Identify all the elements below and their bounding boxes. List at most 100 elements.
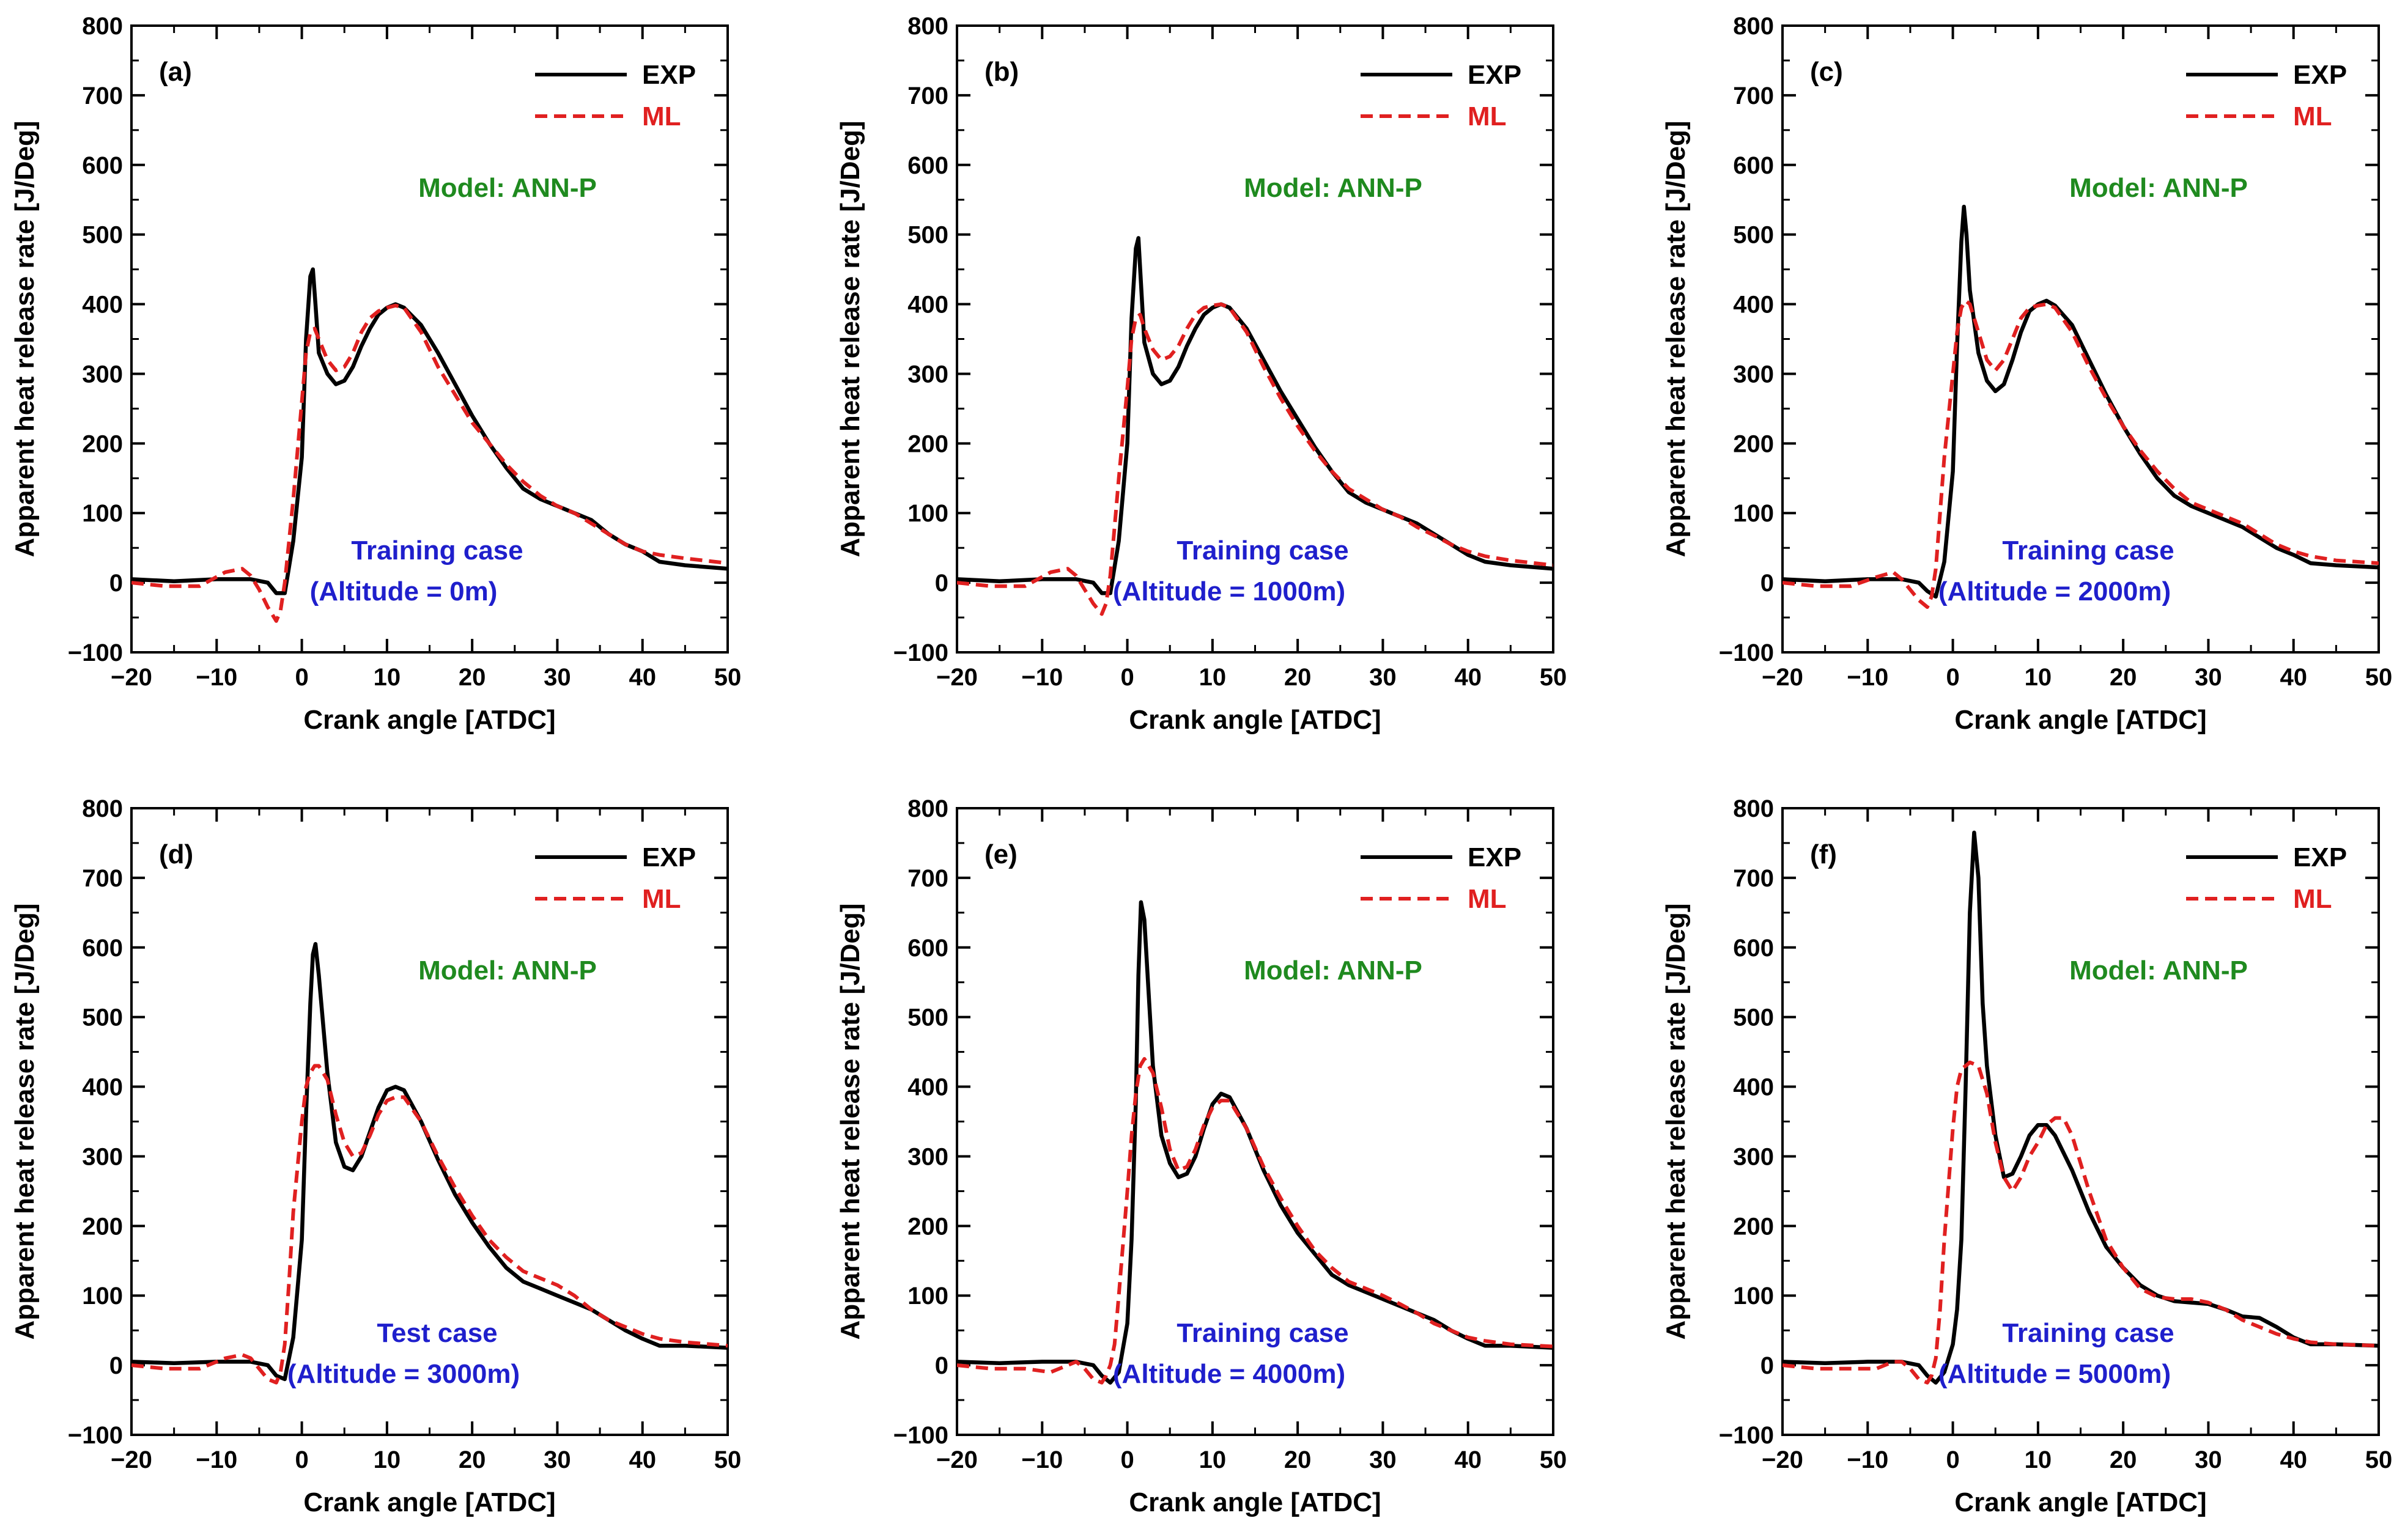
panel-label: (f) — [1810, 839, 1837, 869]
x-tick-label: 30 — [1369, 664, 1397, 691]
y-tick-label: 600 — [82, 152, 123, 179]
x-tick-label: 40 — [1454, 1446, 1482, 1473]
y-tick-label: 700 — [907, 865, 948, 892]
ml-series-line — [1783, 298, 2379, 609]
x-tick-label: 0 — [1120, 1446, 1134, 1473]
y-tick-label: 0 — [109, 1352, 123, 1379]
ml-series-line — [957, 1057, 1553, 1385]
legend-exp-label: EXP — [642, 842, 696, 872]
x-tick-label: 0 — [295, 1446, 308, 1473]
x-tick-label: −10 — [196, 664, 237, 691]
y-tick-label: 300 — [1733, 1143, 1774, 1170]
y-tick-label: 800 — [1733, 795, 1774, 822]
exp-series-line — [131, 941, 728, 1382]
x-tick-label: −10 — [1847, 1446, 1888, 1473]
y-tick-label: 300 — [907, 1143, 948, 1170]
x-tick-label: 30 — [544, 1446, 571, 1473]
y-tick-label: −100 — [68, 639, 123, 666]
x-tick-label: 20 — [2110, 664, 2137, 691]
condition-annotation: (Altitude = 3000m) — [287, 1359, 520, 1389]
y-axis-label: Apparent heat release rate [J/Deg] — [10, 903, 40, 1339]
y-tick-label: 700 — [82, 83, 123, 109]
legend-ml-label: ML — [1468, 884, 1507, 914]
y-tick-label: 200 — [1733, 1213, 1774, 1240]
x-tick-label: −20 — [1762, 1446, 1803, 1473]
y-tick-label: 600 — [907, 152, 948, 179]
exp-series-line — [1783, 204, 2379, 599]
model-annotation: Model: ANN-P — [1244, 173, 1422, 203]
x-axis-label: Crank angle [ATDC] — [1129, 705, 1381, 735]
case-annotation: Training case — [1177, 1318, 1348, 1348]
x-tick-label: 20 — [459, 664, 486, 691]
x-tick-label: 0 — [1120, 664, 1134, 691]
case-annotation: Training case — [2002, 1318, 2174, 1348]
x-tick-label: 10 — [1199, 664, 1227, 691]
y-tick-label: 600 — [82, 935, 123, 962]
x-tick-label: 40 — [2280, 664, 2307, 691]
legend-ml-label: ML — [642, 101, 681, 131]
model-annotation: Model: ANN-P — [1244, 956, 1422, 986]
x-axis-label: Crank angle [ATDC] — [1129, 1487, 1381, 1517]
case-annotation: Test case — [377, 1318, 497, 1348]
y-tick-label: 200 — [82, 1213, 123, 1240]
y-tick-label: 400 — [82, 292, 123, 319]
y-tick-label: 200 — [907, 1213, 948, 1240]
x-tick-label: 10 — [374, 1446, 401, 1473]
legend-ml-label: ML — [1468, 101, 1507, 131]
legend-ml-label: ML — [2293, 884, 2332, 914]
y-axis-label: Apparent heat release rate [J/Deg] — [835, 120, 865, 557]
y-tick-label: 0 — [1760, 1352, 1774, 1379]
x-tick-label: 0 — [1946, 1446, 1959, 1473]
x-tick-label: −20 — [936, 664, 978, 691]
x-tick-label: 50 — [714, 1446, 742, 1473]
y-tick-label: 500 — [907, 1004, 948, 1031]
y-tick-label: 700 — [1733, 865, 1774, 892]
y-tick-label: 500 — [907, 222, 948, 249]
condition-annotation: (Altitude = 2000m) — [1938, 577, 2171, 606]
y-tick-label: 300 — [82, 361, 123, 388]
legend-exp-label: EXP — [1468, 842, 1521, 872]
x-tick-label: 40 — [629, 1446, 656, 1473]
condition-annotation: (Altitude = 4000m) — [1113, 1359, 1345, 1389]
y-tick-label: 0 — [109, 570, 123, 597]
x-tick-label: 20 — [2110, 1446, 2137, 1473]
y-tick-label: 100 — [82, 1283, 123, 1310]
x-tick-label: 30 — [544, 664, 571, 691]
y-tick-label: 200 — [82, 430, 123, 457]
y-axis-label: Apparent heat release rate [J/Deg] — [1661, 903, 1691, 1339]
x-tick-label: −20 — [111, 664, 152, 691]
y-tick-label: 400 — [907, 292, 948, 319]
y-tick-label: 400 — [907, 1074, 948, 1101]
legend-exp-label: EXP — [642, 60, 696, 90]
x-tick-label: 10 — [2025, 664, 2052, 691]
x-tick-label: 0 — [1946, 664, 1959, 691]
x-tick-label: −10 — [1021, 664, 1063, 691]
y-tick-label: −100 — [68, 1422, 123, 1449]
model-annotation: Model: ANN-P — [2069, 173, 2248, 203]
y-tick-label: 500 — [1733, 1004, 1774, 1031]
x-tick-label: 50 — [1540, 1446, 1567, 1473]
panel-label: (b) — [985, 57, 1019, 87]
panel-label: (a) — [159, 57, 192, 87]
x-tick-label: −10 — [196, 1446, 237, 1473]
legend-ml-label: ML — [2293, 101, 2332, 131]
panel-label: (e) — [985, 839, 1018, 869]
x-tick-label: 20 — [459, 1446, 486, 1473]
x-tick-label: 50 — [2365, 664, 2393, 691]
legend-exp-label: EXP — [2293, 60, 2347, 90]
ml-series-line — [131, 303, 728, 623]
y-tick-label: 200 — [907, 430, 948, 457]
x-axis-label: Crank angle [ATDC] — [1954, 705, 2206, 735]
model-annotation: Model: ANN-P — [2069, 956, 2248, 986]
case-annotation: Training case — [1177, 536, 1348, 566]
x-tick-label: 10 — [374, 664, 401, 691]
y-tick-label: 100 — [907, 1283, 948, 1310]
y-tick-label: −100 — [893, 1422, 948, 1449]
x-tick-label: 30 — [2195, 1446, 2222, 1473]
panel-label: (d) — [159, 839, 193, 869]
x-tick-label: 50 — [1540, 664, 1567, 691]
